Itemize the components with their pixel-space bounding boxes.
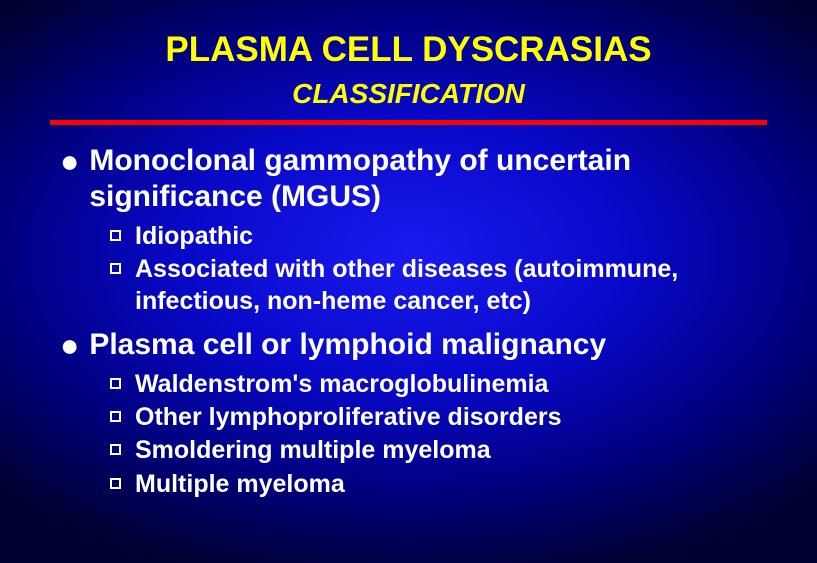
list-item: ● Plasma cell or lymphoid malignancy (60, 327, 767, 363)
slide-container: PLASMA CELL DYSCRASIAS CLASSIFICATION ● … (0, 0, 817, 563)
sub-item-text: Waldenstrom's macroglobulinemia (135, 369, 548, 400)
sub-list-item: Smoldering multiple myeloma (110, 435, 767, 466)
sub-list: Waldenstrom's macroglobulinemia Other ly… (110, 369, 767, 500)
square-bullet-icon (110, 444, 121, 455)
sub-item-text: Associated with other diseases (autoimmu… (135, 254, 767, 317)
square-bullet-icon (110, 411, 121, 422)
sub-item-text: Idiopathic (135, 221, 253, 252)
sub-list-item: Waldenstrom's macroglobulinemia (110, 369, 767, 400)
square-bullet-icon (110, 478, 121, 489)
dot-bullet-icon: ● (60, 151, 79, 171)
square-bullet-icon (110, 378, 121, 389)
sub-item-text: Smoldering multiple myeloma (135, 435, 491, 466)
list-item: ● Monoclonal gammopathy of uncertain sig… (60, 143, 767, 215)
title-divider (50, 120, 767, 125)
square-bullet-icon (110, 230, 121, 241)
sub-list-item: Associated with other diseases (autoimmu… (110, 254, 767, 317)
dot-bullet-icon: ● (60, 335, 79, 355)
sub-list-item: Multiple myeloma (110, 469, 767, 500)
main-item-text: Monoclonal gammopathy of uncertain signi… (89, 143, 767, 215)
slide-title: PLASMA CELL DYSCRASIAS (50, 30, 767, 70)
main-item-text: Plasma cell or lymphoid malignancy (89, 327, 606, 363)
content-area: ● Monoclonal gammopathy of uncertain sig… (50, 143, 767, 500)
sub-list-item: Idiopathic (110, 221, 767, 252)
sub-list-item: Other lymphoproliferative disorders (110, 402, 767, 433)
square-bullet-icon (110, 263, 121, 274)
sub-list: Idiopathic Associated with other disease… (110, 221, 767, 317)
slide-subtitle: CLASSIFICATION (50, 78, 767, 110)
sub-item-text: Multiple myeloma (135, 469, 345, 500)
sub-item-text: Other lymphoproliferative disorders (135, 402, 562, 433)
